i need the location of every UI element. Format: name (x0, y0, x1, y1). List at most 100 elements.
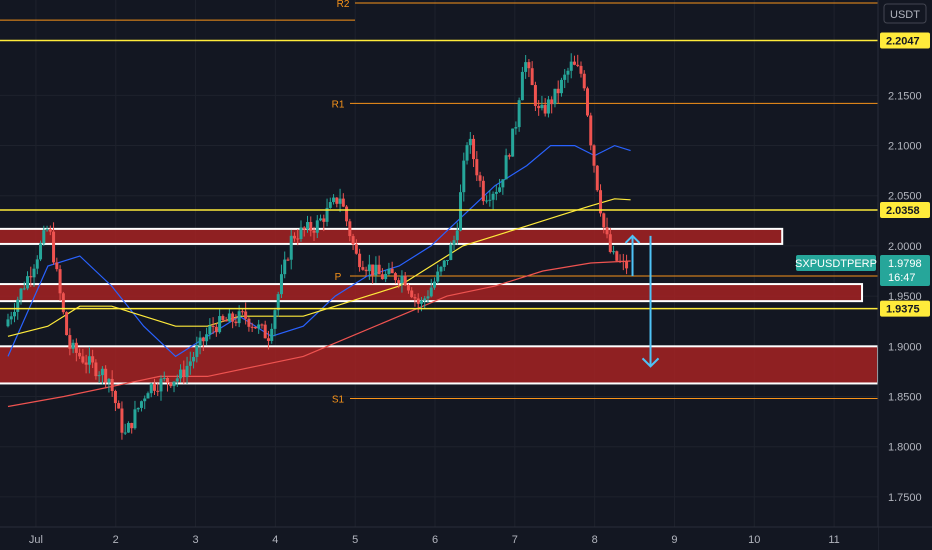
candle-body (188, 361, 192, 366)
candle-body (296, 238, 300, 240)
candle-body (19, 288, 23, 300)
candle-body (348, 221, 352, 237)
last-price-value: 1.9798 (888, 258, 922, 270)
candle-body (175, 378, 179, 382)
candle-body (380, 274, 384, 280)
x-tick-labels: Jul 2 3 4 5 6 7 8 9 10 11 (29, 534, 840, 546)
candle-body (384, 273, 388, 280)
candle-body (374, 264, 378, 276)
price-line-tag (880, 32, 930, 49)
candle-body (533, 85, 537, 106)
candle-body (211, 326, 215, 328)
candle-body (182, 369, 186, 378)
candle-body (221, 316, 225, 321)
resistance-zone (0, 227, 784, 245)
candle-body (227, 313, 231, 322)
candle-body (625, 261, 629, 269)
candle-body (110, 378, 114, 391)
candle-body (244, 311, 248, 319)
candle-body (104, 368, 108, 383)
candle-body (120, 408, 124, 433)
candle-body (247, 318, 251, 327)
candle-body (589, 115, 593, 146)
candle-body (387, 268, 391, 274)
candle-body (149, 383, 153, 394)
candle-body (423, 298, 427, 301)
candle-body (494, 191, 498, 194)
candle-body (452, 240, 456, 245)
x-tick-label: 6 (432, 534, 438, 546)
candle-body (166, 377, 170, 383)
candle-body (146, 393, 150, 399)
x-tick-label: Jul (29, 534, 43, 546)
candle-body (302, 227, 306, 230)
candle-body (621, 261, 625, 263)
candle-body (488, 199, 492, 201)
candle-body (579, 65, 583, 74)
candle-body (198, 337, 202, 346)
candle-body (35, 259, 39, 269)
candle-body (292, 235, 296, 239)
pivot-label: S1 (332, 395, 345, 406)
candle-body (390, 268, 394, 274)
x-tick-label: 8 (592, 534, 598, 546)
candle-body (566, 70, 570, 75)
y-tick-labels: 2.1500 2.1000 2.0500 2.0000 1.9500 1.9000 1.85… (888, 90, 922, 504)
x-tick-label: 11 (828, 534, 839, 546)
candle-body (283, 259, 287, 275)
bar-countdown: 16:47 (888, 272, 916, 284)
candle-body (459, 192, 463, 231)
candle-body (312, 230, 316, 233)
candle-body (472, 138, 476, 160)
candle-body (338, 198, 342, 204)
candle-body (26, 276, 30, 289)
candle-body (309, 222, 313, 231)
candle-body (393, 273, 397, 281)
candle-body (335, 197, 339, 204)
candle-body (546, 99, 550, 114)
candle-body (289, 235, 293, 260)
candle-body (615, 251, 619, 261)
pivot-label: R1 (332, 99, 345, 110)
candle-body (563, 74, 567, 80)
candle-body (400, 275, 404, 284)
candle-body (328, 202, 332, 208)
candle-body (586, 88, 590, 116)
time-axis[interactable] (0, 527, 878, 550)
candle-body (319, 218, 323, 221)
candle-body (78, 352, 82, 357)
candle-body (143, 398, 147, 402)
candle-body (306, 222, 310, 230)
candle-body (511, 128, 515, 157)
candle-body (553, 88, 557, 105)
candle-body (605, 227, 609, 235)
candle-body (286, 259, 290, 261)
candle-body (91, 356, 95, 363)
candle-body (419, 300, 423, 304)
currency-box[interactable] (883, 3, 927, 24)
candle-body (569, 61, 573, 71)
y-tick-label: 1.8500 (888, 392, 922, 404)
candle-body (517, 100, 521, 128)
resistance-zone (0, 345, 879, 385)
y-tick-label: 1.9000 (888, 341, 922, 353)
candle-body (45, 229, 49, 231)
candle-body (498, 187, 502, 192)
x-tick-label: 4 (272, 534, 278, 546)
candle-body (514, 127, 518, 129)
candle-body (504, 155, 508, 180)
candle-body (322, 218, 326, 222)
y-tick-label: 1.7500 (888, 492, 922, 504)
candle-body (299, 227, 303, 239)
symbol-name: SXPUSDTPERP (795, 258, 877, 270)
candle-body (410, 290, 414, 298)
candle-body (159, 378, 163, 392)
y-tick-label: 2.0500 (888, 191, 922, 203)
candle-body (371, 264, 375, 276)
candle-body (572, 61, 576, 65)
candle-body (332, 197, 336, 203)
pivot-label: P (335, 272, 342, 283)
moving-average-line (7, 198, 631, 337)
price-line-tag (880, 300, 930, 317)
